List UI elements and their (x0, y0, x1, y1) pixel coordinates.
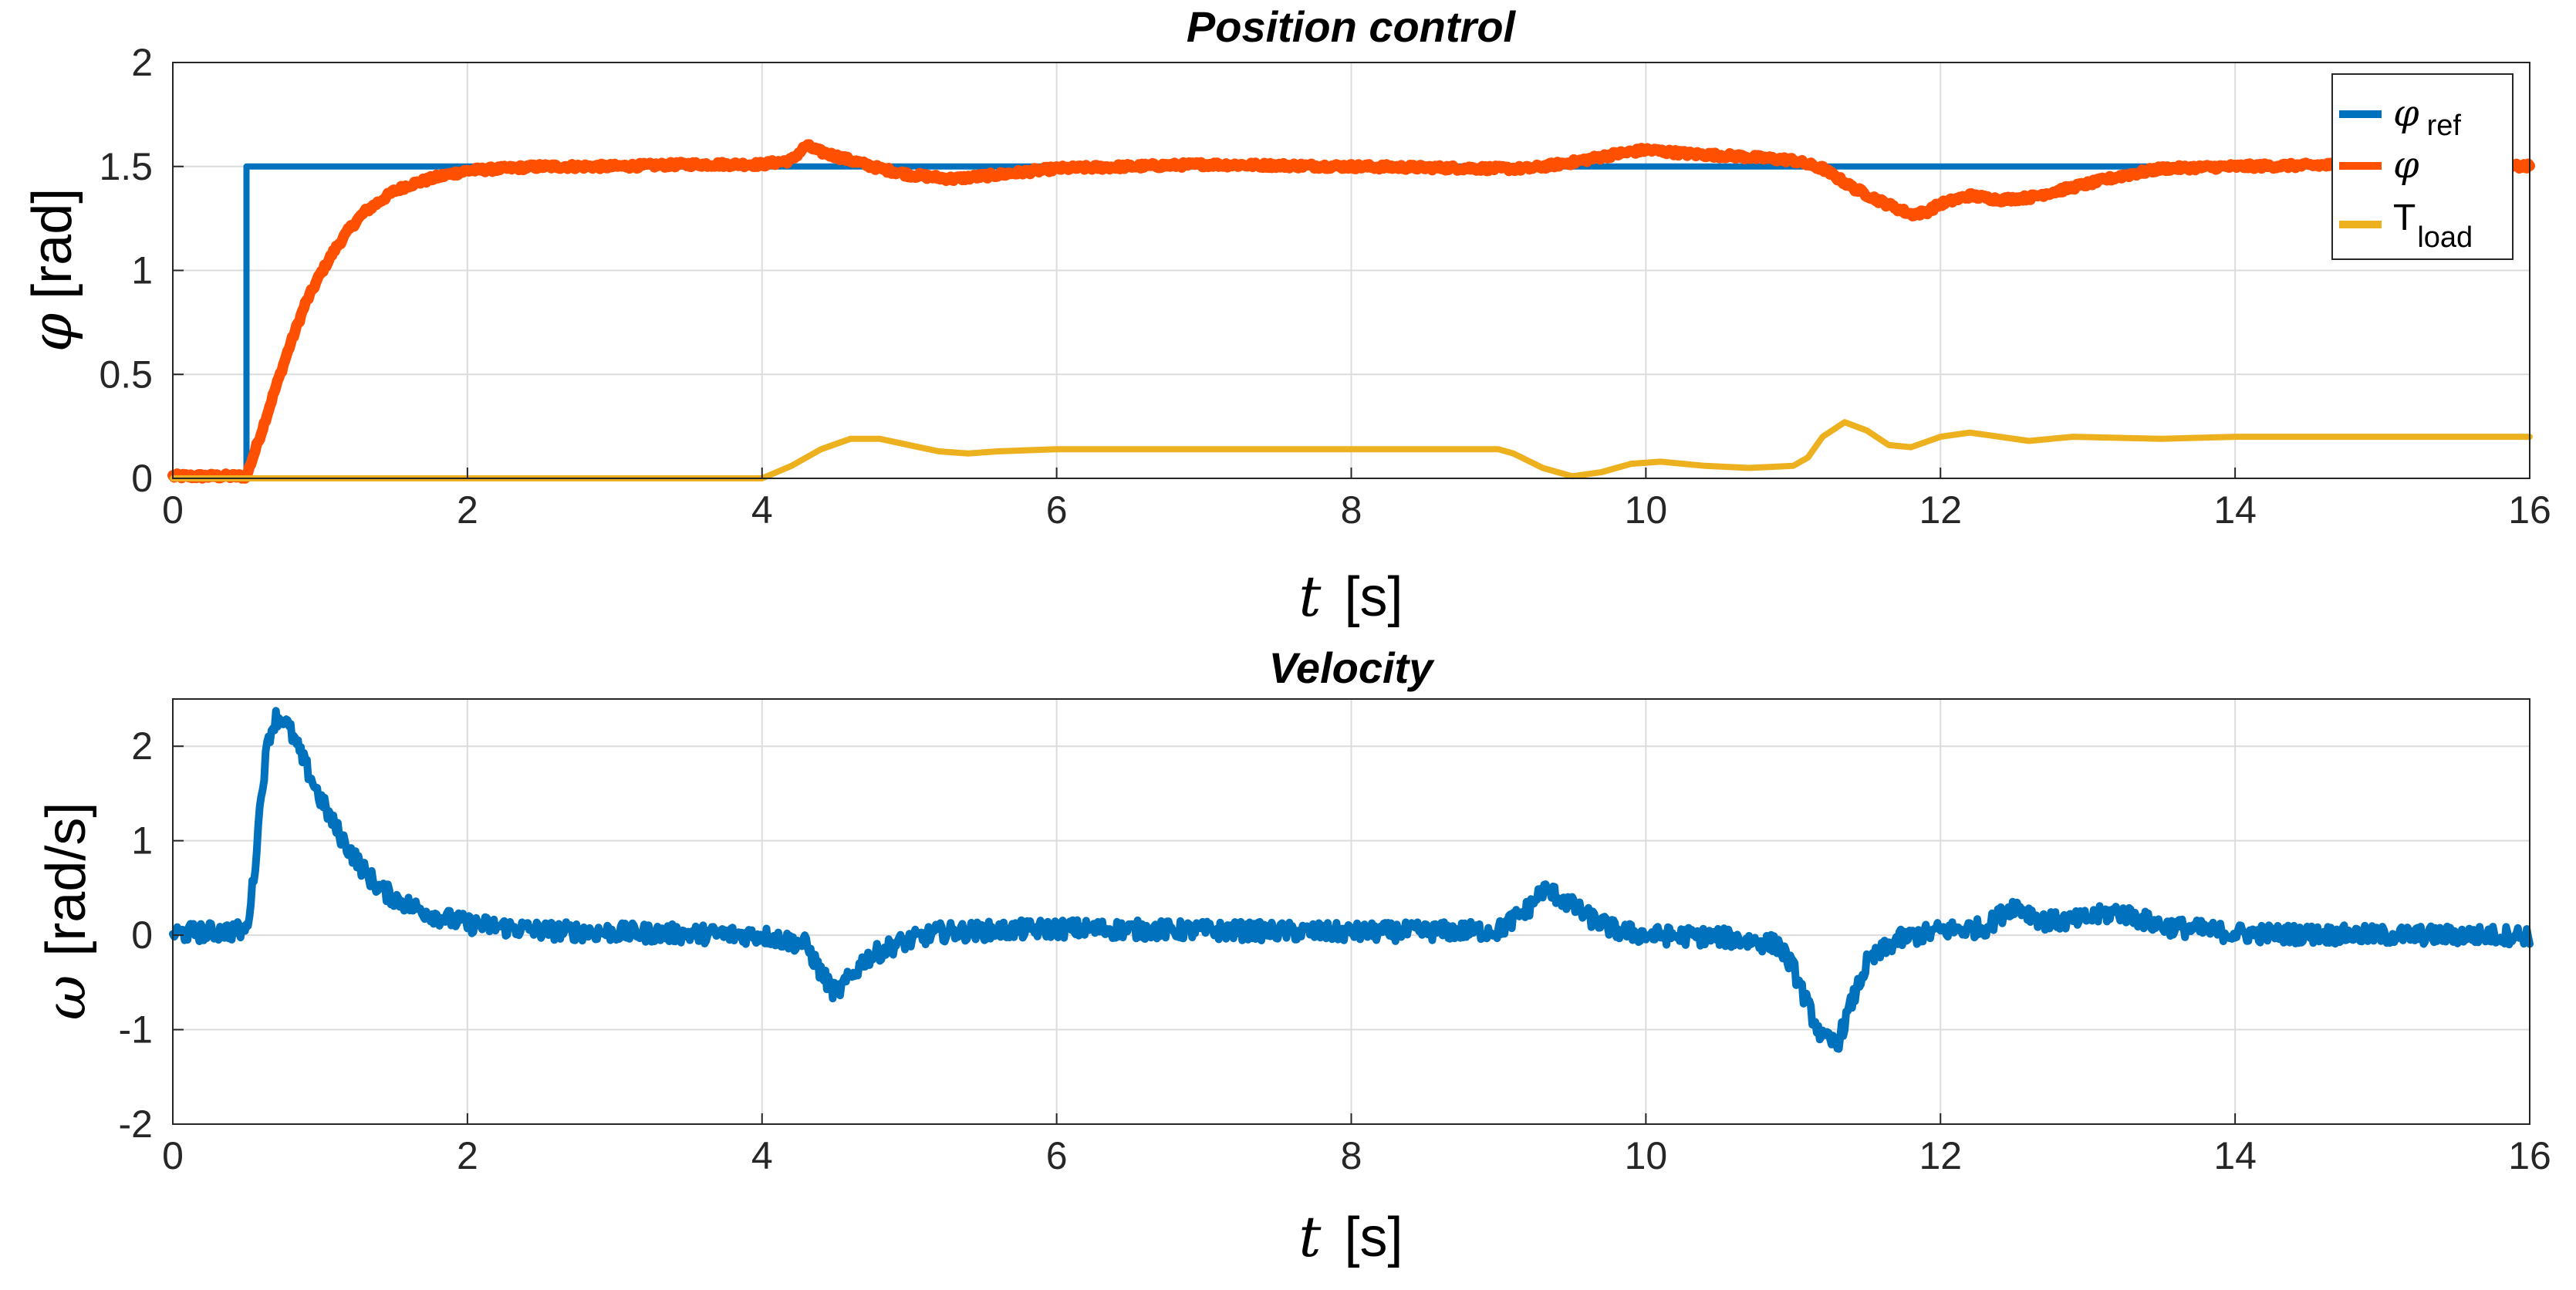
legend-label-phi: φ (2393, 144, 2419, 187)
velocity-x-axis-label: t [s] (1299, 1204, 1403, 1269)
legend-phi-ref-symbol: φ (2393, 92, 2419, 135)
legend-tload-subscript: load (2417, 221, 2473, 254)
position-xtick-label-16: 16 (2508, 488, 2551, 532)
position-xtick-label-6: 6 (1046, 488, 1068, 532)
position-x-axis-label: t [s] (1299, 564, 1403, 629)
velocity-x-unit: [s] (1344, 1207, 1403, 1268)
position-y-axis-label: φ [rad] (19, 188, 84, 353)
velocity-ytick-label-1: 1 (131, 819, 153, 863)
position-x-unit: [s] (1344, 566, 1403, 628)
position-xtick-label-2: 2 (457, 488, 478, 532)
legend-phi-symbol: φ (2393, 144, 2419, 187)
legend-tload-symbol: T (2393, 198, 2416, 238)
position-plot-border (172, 62, 2530, 479)
velocity-xtick-label-8: 8 (1341, 1134, 1362, 1177)
position-chart-title: Position control (1187, 2, 1517, 51)
position-xtick-label-4: 4 (751, 488, 773, 532)
position-ytick-label-0.5: 0.5 (99, 353, 153, 396)
legend-label-phi-ref: φ ref (2393, 92, 2461, 142)
velocity-ytick-label--1: -1 (119, 1008, 153, 1052)
position-ytick-label-0: 0 (131, 457, 153, 500)
velocity-ytick-label-2: 2 (131, 724, 153, 768)
legend-label-tload: Tload (2393, 198, 2473, 254)
position-y-unit: [rad] (22, 188, 83, 299)
position-xtick-label-8: 8 (1341, 488, 1362, 532)
velocity-chart-title: Velocity (1269, 643, 1436, 692)
velocity-xtick-label-6: 6 (1046, 1134, 1068, 1177)
velocity-xtick-label-16: 16 (2508, 1134, 2551, 1177)
velocity-ytick-label--2: -2 (119, 1103, 153, 1146)
velocity-x-symbol: t (1299, 1204, 1322, 1269)
velocity-y-symbol: ω (33, 975, 98, 1021)
position-ytick-label-1: 1 (131, 249, 153, 292)
position-xtick-label-14: 14 (2213, 488, 2257, 532)
position-ytick-label-2: 2 (131, 41, 153, 84)
velocity-series (169, 707, 2534, 1053)
position-series-line-1 (167, 139, 2535, 484)
velocity-xtick-label-14: 14 (2213, 1134, 2257, 1177)
velocity-y-axis-label: ω [rad/s] (33, 802, 98, 1021)
position-series-line-2 (170, 419, 2533, 481)
position-xtick-label-0: 0 (162, 488, 184, 532)
velocity-y-unit: [rad/s] (35, 802, 97, 957)
velocity-ytick-label-0: 0 (131, 913, 153, 957)
position-ticks: 0 2 4 6 8 10 12 14 16 0 0.5 1 1.5 2 (99, 41, 2551, 532)
velocity-plot-border (172, 698, 2530, 1125)
position-x-symbol: t (1299, 564, 1322, 629)
velocity-xtick-label-10: 10 (1625, 1134, 1668, 1177)
position-legend: φ ref φ Tload (2331, 73, 2514, 260)
velocity-xtick-label-2: 2 (457, 1134, 478, 1177)
position-ytick-label-1.5: 1.5 (99, 145, 153, 188)
position-xtick-label-12: 12 (1919, 488, 1962, 532)
velocity-xtick-label-12: 12 (1919, 1134, 1962, 1177)
velocity-xtick-label-4: 4 (751, 1134, 773, 1177)
position-y-symbol: φ (19, 312, 84, 352)
position-xtick-label-10: 10 (1625, 488, 1668, 532)
legend-phi-ref-subscript: ref (2427, 110, 2462, 142)
velocity-series-line-0 (169, 707, 2534, 1053)
velocity-xtick-label-0: 0 (162, 1134, 184, 1177)
